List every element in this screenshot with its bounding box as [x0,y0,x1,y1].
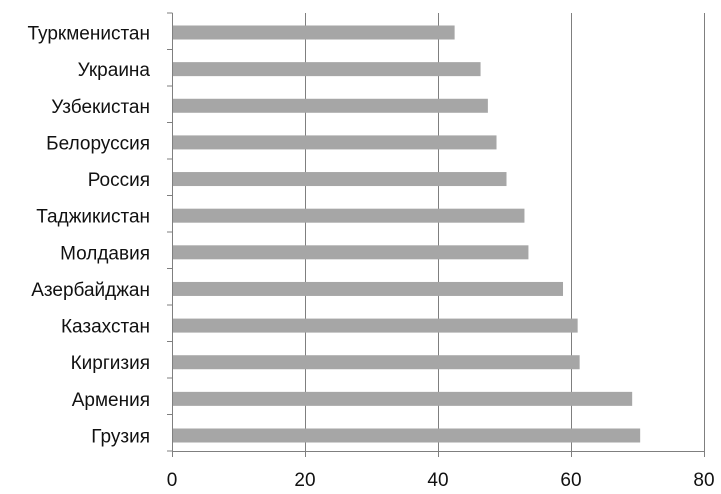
category-label-5: Россия [88,170,150,191]
category-label-7: Молдавия [60,243,150,264]
bar-6 [173,208,525,223]
bar-7 [173,245,529,260]
bar-1 [173,25,455,40]
category-label-1: Туркменистан [28,24,151,45]
category-label-10: Киргизия [71,353,150,374]
axes [167,12,705,457]
category-label-8: Азербайджан [31,280,150,301]
category-labels: Туркменистан Украина Узбекистан Белоруссия Р… [28,24,151,448]
bar-4 [173,135,497,150]
gridlines [305,13,705,451]
bar-3 [173,98,488,113]
bars [173,25,641,443]
x-tick-label-60: 60 [560,470,581,491]
x-tick-labels: 0 20 40 60 80 [167,470,715,491]
category-label-2: Украина [78,60,151,81]
bar-11 [173,391,633,406]
category-label-4: Белоруссия [46,133,150,154]
x-tick-label-80: 80 [693,470,714,491]
category-label-6: Таджикистан [36,207,150,228]
x-tick-label-20: 20 [294,470,315,491]
x-tick-label-40: 40 [427,470,448,491]
bar-5 [173,172,507,187]
category-label-3: Узбекистан [51,97,150,118]
category-label-11: Армения [72,390,150,411]
bar-8 [173,281,564,296]
bar-9 [173,318,578,333]
x-tick-label-0: 0 [167,470,178,491]
bar-10 [173,355,580,370]
bar-12 [173,428,641,443]
bar-2 [173,62,481,77]
category-label-12: Грузия [91,427,150,448]
category-label-9: Казахстан [61,317,150,338]
